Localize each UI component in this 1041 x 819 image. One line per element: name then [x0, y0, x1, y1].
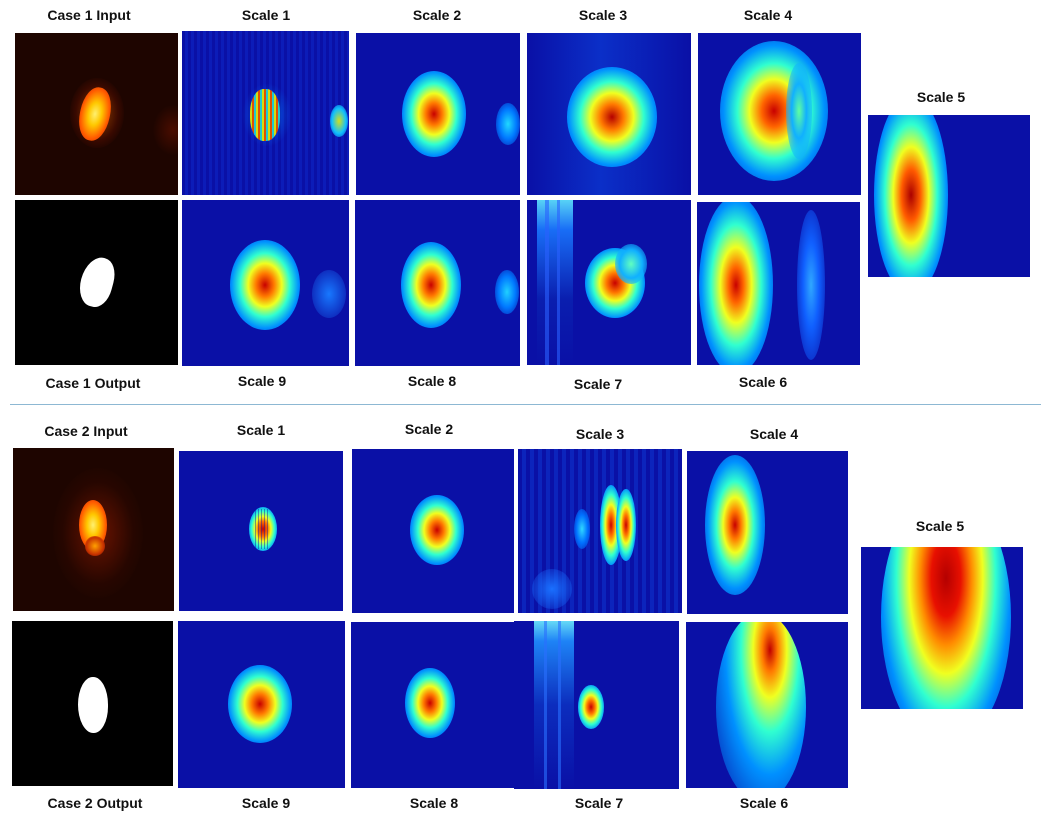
- case2-input-label: Case 2 Input: [44, 423, 128, 439]
- case2-scale8-map: [351, 622, 514, 788]
- case1-output-label: Case 1 Output: [45, 375, 141, 391]
- case2-scale1-label: Scale 1: [236, 422, 286, 438]
- case1-input-image: [15, 33, 178, 195]
- case2-scale5-map: [861, 547, 1023, 709]
- case1-scale5-map: [868, 115, 1030, 277]
- case2-scale6-label: Scale 6: [739, 795, 789, 811]
- case1-scale3-map: [527, 33, 691, 195]
- case2-scale7-label: Scale 7: [574, 795, 624, 811]
- case1-scale8-label: Scale 8: [407, 373, 457, 389]
- case2-scale4-label: Scale 4: [749, 426, 799, 442]
- case2-scale3-label: Scale 3: [575, 426, 625, 442]
- case1-scale3-label: Scale 3: [578, 7, 628, 23]
- case2-scale8-label: Scale 8: [409, 795, 459, 811]
- case1-scale6-label: Scale 6: [738, 374, 788, 390]
- case2-output-mask: [12, 621, 173, 786]
- case1-output-mask: [15, 200, 178, 365]
- case1-scale2-label: Scale 2: [412, 7, 462, 23]
- case2-scale2-label: Scale 2: [404, 421, 454, 437]
- case1-scale7-label: Scale 7: [573, 376, 623, 392]
- case1-scale8-map: [355, 200, 520, 366]
- case1-scale1-label: Scale 1: [241, 7, 291, 23]
- case2-input-image: [13, 448, 174, 611]
- case2-scale9-label: Scale 9: [241, 795, 291, 811]
- case2-scale2-map: [352, 449, 514, 613]
- case1-scale5-label: Scale 5: [916, 89, 966, 105]
- case2-scale7-map: [514, 621, 679, 789]
- case2-scale3-map: [518, 449, 682, 613]
- case1-scale6-map: [697, 202, 860, 365]
- case1-scale9-map: [182, 200, 349, 366]
- case2-scale6-map: [686, 622, 848, 788]
- case1-scale1-map: [182, 31, 349, 195]
- case1-scale4-label: Scale 4: [743, 7, 793, 23]
- case1-scale9-label: Scale 9: [237, 373, 287, 389]
- case2-scale1-map: [179, 451, 343, 611]
- case2-scale9-map: [178, 621, 345, 788]
- case-separator: [10, 404, 1041, 405]
- case1-scale7-map: [527, 200, 691, 365]
- case2-scale4-map: [687, 451, 848, 614]
- case1-input-label: Case 1 Input: [47, 7, 131, 23]
- case1-scale2-map: [356, 33, 520, 195]
- case2-scale5-label: Scale 5: [915, 518, 965, 534]
- case2-output-label: Case 2 Output: [47, 795, 143, 811]
- case1-scale4-map: [698, 33, 861, 195]
